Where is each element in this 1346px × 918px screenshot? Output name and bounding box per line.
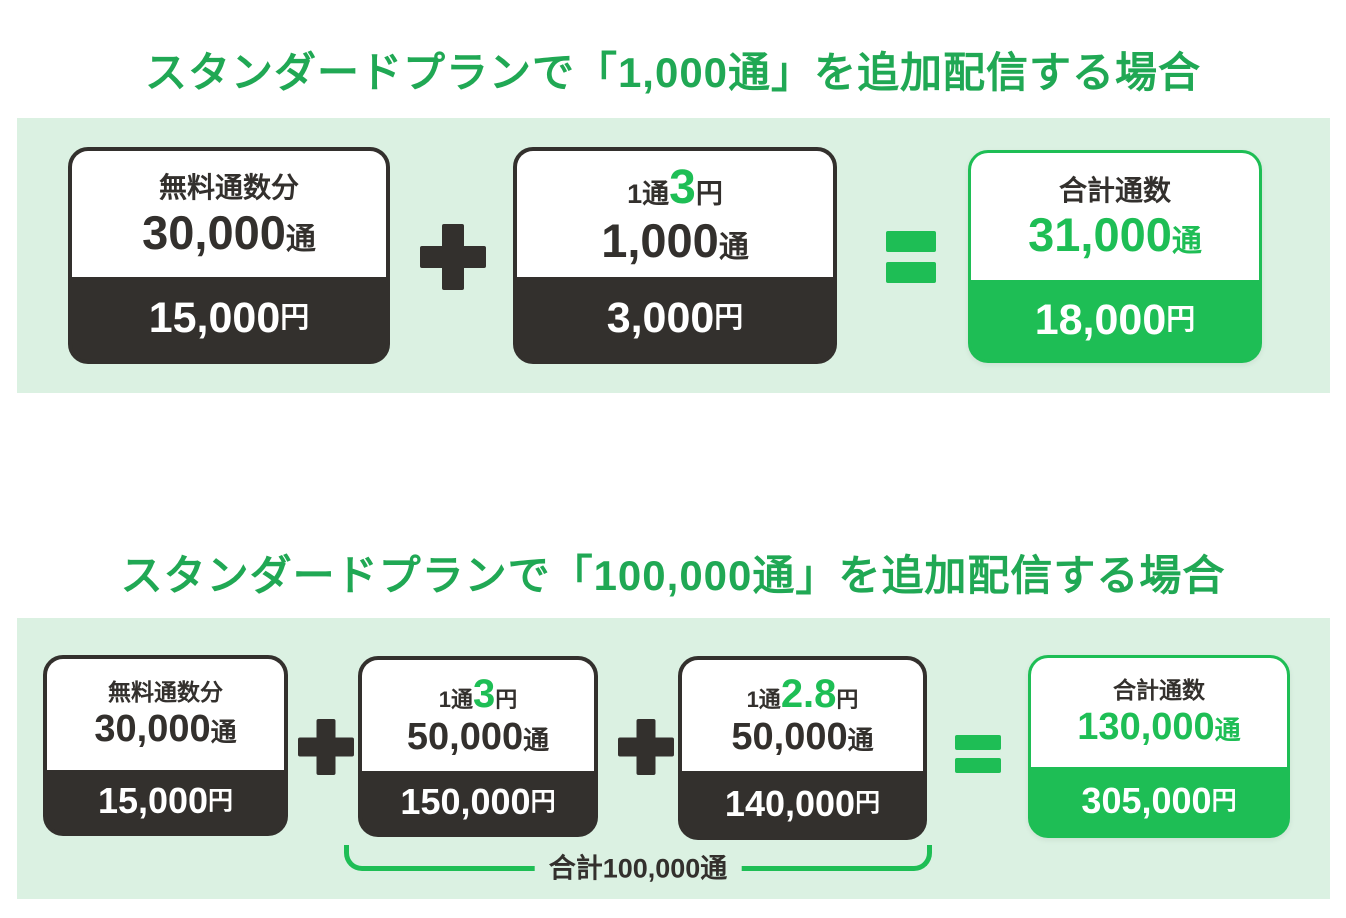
price-bar: 3,000 円 <box>517 277 833 360</box>
rate-prefix: 1通 <box>746 687 781 713</box>
price-number: 18,000 <box>1034 295 1167 344</box>
card-top: 合計通数 130,000通 <box>1031 658 1287 767</box>
card-label: 合計通数 <box>1113 677 1205 704</box>
price-unit: 円 <box>208 786 234 815</box>
price-bar: 15,000 円 <box>72 277 386 360</box>
count-unit: 通 <box>847 725 874 756</box>
bracket-label: 合計100,000通 <box>534 846 742 886</box>
plus-icon <box>618 719 674 775</box>
price-unit: 円 <box>714 302 744 334</box>
unit-rate: 1通2.8円 <box>747 673 859 715</box>
unit-rate: 1通3円 <box>627 160 723 214</box>
price-bar: 140,000 円 <box>682 771 923 836</box>
total-message-count: 130,000通 <box>1077 705 1241 748</box>
pricing-panel-1: 無料通数分 30,000通 15,000 円 1通3円 1,000通 3,000 円… <box>17 118 1330 393</box>
price-number: 305,000 <box>1081 780 1212 821</box>
card-top: 1通2.8円 50,000通 <box>682 660 923 771</box>
rate-value: 3 <box>669 160 696 214</box>
count-number: 50,000 <box>406 716 524 759</box>
price-number: 150,000 <box>400 781 531 822</box>
card-label: 無料通数分 <box>108 679 223 706</box>
card-top: 無料通数分 30,000通 <box>47 659 284 770</box>
price-unit: 円 <box>1166 303 1196 336</box>
message-count: 50,000通 <box>731 716 874 759</box>
plus-icon <box>420 224 486 290</box>
count-number: 30,000 <box>94 707 211 750</box>
price-unit: 円 <box>280 302 310 334</box>
equals-icon <box>955 735 1001 773</box>
count-unit: 通 <box>1171 225 1202 259</box>
rate-prefix: 1通 <box>627 178 670 209</box>
price-number: 3,000 <box>606 294 715 342</box>
count-number: 30,000 <box>142 205 286 259</box>
rate-unit: 円 <box>495 687 518 713</box>
rate-unit: 円 <box>836 687 859 713</box>
rate-unit: 円 <box>695 178 723 209</box>
equals-icon <box>886 231 936 283</box>
additional-messages-card: 1通3円 1,000通 3,000 円 <box>513 147 837 364</box>
card-top: 合計通数 31,000通 <box>971 153 1259 280</box>
price-unit: 円 <box>530 787 556 816</box>
card-top: 1通3円 1,000通 <box>517 151 833 277</box>
free-quota-card: 無料通数分 30,000通 15,000 円 <box>43 655 288 836</box>
card-label: 合計通数 <box>1058 174 1171 206</box>
price-number: 15,000 <box>148 294 281 342</box>
additional-tier1-card: 1通3円 50,000通 150,000 円 <box>358 656 598 837</box>
count-number: 130,000 <box>1077 705 1215 748</box>
section-1-title: スタンダードプランで「1,000通」を追加配信する場合 <box>144 49 1202 97</box>
count-unit: 通 <box>1214 714 1241 745</box>
count-unit: 通 <box>523 725 550 756</box>
price-bar: 150,000 円 <box>362 771 594 833</box>
count-number: 31,000 <box>1028 208 1172 262</box>
total-price-bar: 305,000 円 <box>1031 767 1287 835</box>
total-card: 合計通数 31,000通 18,000 円 <box>968 150 1262 363</box>
count-number: 1,000 <box>601 214 719 268</box>
section-2-title: スタンダードプランで「100,000通」を追加配信する場合 <box>120 552 1226 600</box>
message-count: 30,000通 <box>142 205 316 259</box>
message-count: 1,000通 <box>601 216 749 265</box>
count-unit: 通 <box>210 716 237 747</box>
count-number: 50,000 <box>731 716 848 759</box>
card-top: 無料通数分 30,000通 <box>72 151 386 277</box>
free-quota-card: 無料通数分 30,000通 15,000 円 <box>68 147 390 364</box>
price-number: 140,000 <box>724 782 856 824</box>
total-card: 合計通数 130,000通 305,000 円 <box>1028 655 1290 838</box>
rate-prefix: 1通 <box>438 687 473 713</box>
card-label: 無料通数分 <box>158 172 299 204</box>
price-number: 15,000 <box>97 780 209 821</box>
message-count: 50,000通 <box>406 716 550 759</box>
unit-rate: 1通3円 <box>439 673 518 715</box>
plus-icon <box>298 719 354 775</box>
price-bar: 15,000 円 <box>47 770 284 832</box>
count-unit: 通 <box>718 231 749 265</box>
total-additional-bracket: 合計100,000通 <box>344 845 932 886</box>
total-message-count: 31,000通 <box>1028 210 1202 259</box>
additional-tier2-card: 1通2.8円 50,000通 140,000 円 <box>678 656 927 840</box>
total-price-bar: 18,000 円 <box>971 280 1259 360</box>
count-unit: 通 <box>285 222 316 256</box>
card-top: 1通3円 50,000通 <box>362 660 594 771</box>
rate-value: 3 <box>472 672 496 717</box>
price-unit: 円 <box>1211 786 1237 815</box>
rate-value: 2.8 <box>780 672 837 717</box>
pricing-panel-2: 無料通数分 30,000通 15,000 円 1通3円 50,000通 150,0… <box>17 618 1330 899</box>
price-unit: 円 <box>855 789 881 817</box>
message-count: 30,000通 <box>94 707 237 750</box>
